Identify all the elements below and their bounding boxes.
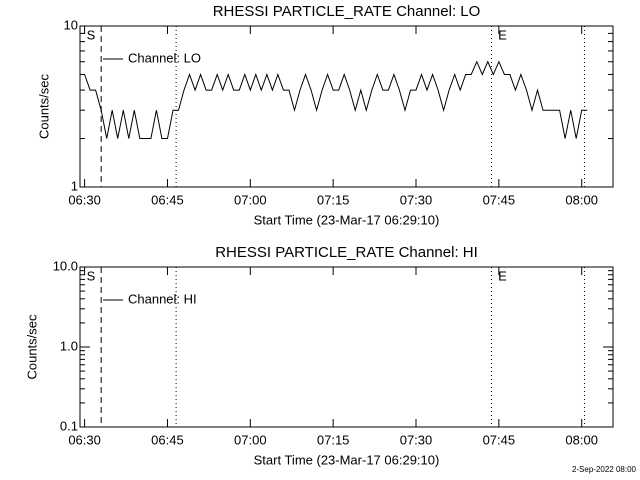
y-tick-label: 10 — [64, 17, 78, 32]
x-tick-label: 06:30 — [68, 192, 101, 207]
y-tick-label: 1.0 — [60, 338, 78, 353]
x-tick-label: 07:15 — [317, 432, 350, 447]
x-tick-label: 08:00 — [565, 432, 598, 447]
x-tick-label: 07:45 — [483, 432, 516, 447]
y-tick-label: 1 — [71, 178, 78, 193]
x-tick-label: 07:00 — [234, 432, 267, 447]
x-axis-label: Start Time (23-Mar-17 06:29:10) — [254, 212, 440, 227]
x-tick-label: 07:45 — [483, 192, 516, 207]
footer-date: 2-Sep-2022 08:00 — [572, 465, 637, 474]
x-tick-label: 06:30 — [68, 432, 101, 447]
annotation: E — [498, 268, 507, 283]
x-tick-label: 07:30 — [400, 192, 433, 207]
y-axis-label: Counts/sec — [24, 314, 39, 380]
chart-title: RHESSI PARTICLE_RATE Channel: HI — [215, 244, 478, 261]
x-tick-label: 08:00 — [565, 192, 598, 207]
legend-label: Channel: HI — [128, 291, 197, 306]
y-tick-label: 0.1 — [60, 418, 78, 433]
y-axis-label: Counts/sec — [36, 73, 51, 139]
x-tick-label: 07:30 — [400, 432, 433, 447]
x-tick-label: 07:00 — [234, 192, 267, 207]
annotation: S — [87, 268, 96, 283]
chart-title: RHESSI PARTICLE_RATE Channel: LO — [213, 3, 481, 20]
x-axis-label: Start Time (23-Mar-17 06:29:10) — [254, 452, 440, 467]
annotation: E — [498, 27, 507, 42]
plot-frame — [79, 25, 614, 188]
x-tick-label: 06:45 — [151, 432, 184, 447]
legend-label: Channel: LO — [128, 50, 201, 65]
x-tick-label: 06:45 — [151, 192, 184, 207]
y-tick-label: 10.0 — [53, 258, 78, 273]
data-line — [84, 60, 588, 139]
x-tick-label: 07:15 — [317, 192, 350, 207]
annotation: S — [87, 27, 96, 42]
